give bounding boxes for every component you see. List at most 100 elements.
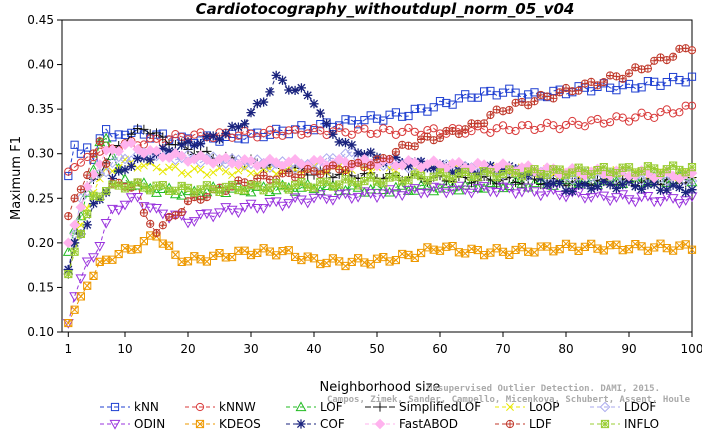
data-point (247, 169, 255, 178)
data-point (341, 166, 350, 175)
data-point (391, 172, 400, 181)
data-point (265, 125, 274, 134)
legend-label: INFLO (624, 417, 659, 431)
data-point (107, 173, 117, 184)
data-point (270, 157, 282, 168)
data-point (648, 197, 660, 208)
data-point (83, 152, 92, 162)
data-point (379, 179, 388, 188)
data-point (284, 85, 294, 95)
data-point (196, 139, 206, 149)
data-point (272, 130, 281, 139)
data-point (347, 130, 356, 139)
data-point (498, 165, 508, 175)
series-line (68, 105, 692, 172)
data-point (372, 129, 382, 138)
legend-label: kNNW (219, 400, 256, 414)
data-point (491, 162, 503, 173)
legend-item-LDF: LDF (495, 417, 552, 431)
x-tick-label: 100 (681, 342, 702, 356)
data-point (64, 171, 73, 181)
plot-area: 0.10 0.15 0.20 0.25 0.30 0.35 0.40 0.45 1 10 20 30 4… (27, 13, 702, 356)
data-point (146, 219, 155, 228)
data-point (491, 187, 503, 198)
data-point (643, 162, 652, 171)
data-point (555, 165, 564, 174)
data-point (624, 163, 634, 172)
data-point (454, 169, 463, 178)
y-tick-label: 0.30 (27, 147, 54, 161)
data-point (630, 181, 640, 192)
data-point (190, 164, 199, 173)
data-point (656, 168, 665, 177)
data-point (398, 127, 407, 137)
legend-label: LDOF (624, 400, 656, 414)
data-point (335, 121, 344, 130)
data-point (617, 190, 629, 200)
data-point (410, 142, 419, 151)
x-tick-label: 90 (621, 342, 636, 356)
data-point (308, 193, 320, 204)
data-point (422, 159, 433, 170)
data-point (120, 184, 130, 193)
data-point (554, 190, 566, 201)
data-point (498, 121, 508, 130)
data-point (605, 179, 615, 189)
data-point (314, 155, 326, 166)
data-point (277, 75, 288, 85)
data-point (555, 178, 565, 188)
data-point (555, 125, 564, 134)
data-point (322, 165, 331, 174)
data-point (404, 123, 413, 132)
data-point (70, 194, 79, 203)
data-point (291, 125, 300, 134)
watermark-line-1: Unsupervised Outlier Detection. DAMI, 20… (427, 383, 660, 394)
data-point (687, 245, 697, 254)
legend-swatch-marker (295, 401, 307, 412)
data-point (246, 129, 256, 138)
data-point (366, 129, 375, 139)
data-point (396, 191, 408, 202)
data-point (415, 189, 427, 199)
legend-swatch-marker (296, 419, 306, 429)
data-point (132, 192, 144, 203)
data-point (517, 172, 526, 181)
data-point (610, 193, 622, 203)
data-point (624, 69, 634, 78)
data-point (377, 189, 389, 200)
data-point (574, 86, 583, 95)
data-point (259, 171, 268, 180)
data-point (473, 93, 482, 102)
data-point (372, 114, 382, 123)
data-point (421, 180, 433, 191)
data-point (171, 186, 180, 195)
data-point (258, 158, 269, 169)
data-point (549, 94, 558, 103)
data-point (95, 192, 104, 201)
data-point (447, 185, 459, 196)
data-point (467, 93, 476, 102)
data-point (165, 212, 174, 222)
data-point (232, 208, 244, 219)
data-point (196, 185, 205, 194)
watermark: Unsupervised Outlier Detection. DAMI, 20… (327, 383, 691, 405)
x-tick-label: 60 (432, 342, 447, 356)
data-point (176, 150, 188, 162)
data-point (587, 170, 596, 179)
data-point (76, 149, 86, 158)
data-point (95, 137, 104, 146)
data-point (429, 124, 438, 133)
data-point (62, 237, 74, 249)
data-point (303, 124, 312, 134)
data-point (164, 146, 174, 156)
data-point (498, 169, 508, 179)
data-point (561, 120, 571, 130)
data-point (171, 250, 180, 259)
data-point (125, 137, 137, 149)
data-point (574, 120, 583, 130)
data-point (593, 114, 602, 124)
data-point (662, 185, 672, 195)
data-point (643, 64, 653, 73)
data-point (290, 85, 300, 96)
